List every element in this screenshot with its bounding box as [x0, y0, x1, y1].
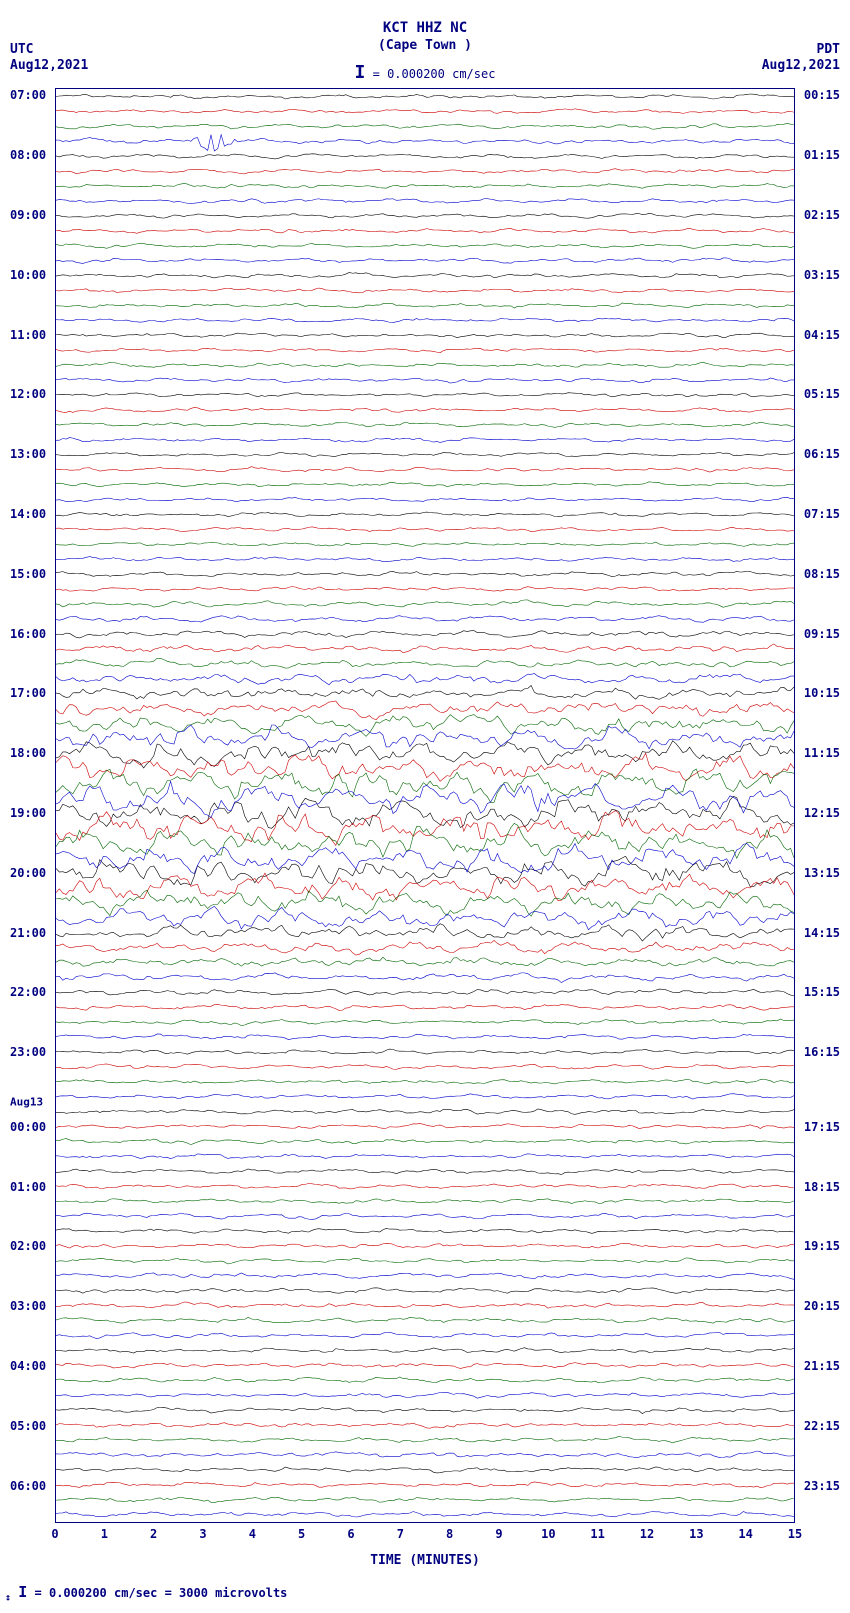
trace-line: [56, 109, 794, 1488]
left-timezone-label: UTC: [10, 42, 33, 57]
pdt-time-label: 16:15: [804, 1045, 840, 1059]
x-tick-label: 11: [590, 1527, 604, 1541]
right-date-label: Aug12,2021: [762, 58, 840, 73]
x-tick-label: 4: [249, 1527, 256, 1541]
utc-time-label: 17:00: [10, 686, 46, 700]
utc-time-label: 15:00: [10, 567, 46, 581]
pdt-time-label: 08:15: [804, 567, 840, 581]
seismogram-plot: [55, 88, 795, 1523]
x-tick-label: 2: [150, 1527, 157, 1541]
utc-time-label: 09:00: [10, 208, 46, 222]
utc-time-label: 14:00: [10, 507, 46, 521]
utc-time-label: 02:00: [10, 1239, 46, 1253]
pdt-time-label: 10:15: [804, 686, 840, 700]
utc-time-label: 18:00: [10, 746, 46, 760]
scale-value: = 0.000200 cm/sec: [373, 67, 496, 81]
pdt-time-label: 06:15: [804, 447, 840, 461]
utc-time-label: 12:00: [10, 387, 46, 401]
pdt-time-label: 17:15: [804, 1120, 840, 1134]
utc-time-label: 07:00: [10, 88, 46, 102]
x-tick-label: 15: [788, 1527, 802, 1541]
utc-time-label: 19:00: [10, 806, 46, 820]
scale-bar-icon: I: [355, 62, 366, 83]
pdt-time-label: 05:15: [804, 387, 840, 401]
x-tick-label: 3: [199, 1527, 206, 1541]
x-tick-label: 8: [446, 1527, 453, 1541]
x-tick-label: 6: [347, 1527, 354, 1541]
footer-scale-text: = 0.000200 cm/sec = 3000 microvolts: [35, 1586, 288, 1600]
x-axis: 0123456789101112131415: [55, 1523, 795, 1553]
utc-time-label: 10:00: [10, 268, 46, 282]
pdt-time-label: 11:15: [804, 746, 840, 760]
x-tick-label: 10: [541, 1527, 555, 1541]
x-tick-label: 0: [51, 1527, 58, 1541]
x-axis-title: TIME (MINUTES): [0, 1553, 850, 1568]
x-tick-label: 14: [738, 1527, 752, 1541]
seismogram-traces: [56, 89, 794, 1522]
x-tick-label: 7: [397, 1527, 404, 1541]
date-marker: Aug13: [10, 1095, 43, 1108]
x-tick-label: 1: [101, 1527, 108, 1541]
pdt-time-label: 23:15: [804, 1479, 840, 1493]
x-tick-label: 5: [298, 1527, 305, 1541]
utc-time-label: 06:00: [10, 1479, 46, 1493]
pdt-time-label: 18:15: [804, 1180, 840, 1194]
trace-line: [56, 123, 794, 1502]
station-location: (Cape Town ): [0, 38, 850, 53]
pdt-time-label: 03:15: [804, 268, 840, 282]
pdt-time-label: 21:15: [804, 1359, 840, 1373]
helicorder-container: KCT HHZ NC (Cape Town ) UTC Aug12,2021 P…: [0, 0, 850, 1613]
utc-time-label: 16:00: [10, 627, 46, 641]
x-tick-label: 13: [689, 1527, 703, 1541]
pdt-time-label: 02:15: [804, 208, 840, 222]
utc-time-label: 04:00: [10, 1359, 46, 1373]
pdt-time-label: 13:15: [804, 866, 840, 880]
trace-line: [56, 94, 794, 1473]
pdt-time-label: 20:15: [804, 1299, 840, 1313]
pdt-time-label: 12:15: [804, 806, 840, 820]
utc-time-label: 01:00: [10, 1180, 46, 1194]
scale-indicator: I = 0.000200 cm/sec: [355, 62, 496, 83]
pdt-time-label: 00:15: [804, 88, 840, 102]
utc-time-label: 05:00: [10, 1419, 46, 1433]
pdt-time-label: 22:15: [804, 1419, 840, 1433]
pdt-time-label: 19:15: [804, 1239, 840, 1253]
right-timezone-label: PDT: [817, 42, 840, 57]
pdt-time-label: 15:15: [804, 985, 840, 999]
pdt-time-label: 14:15: [804, 926, 840, 940]
x-tick-label: 12: [640, 1527, 654, 1541]
utc-time-label: 21:00: [10, 926, 46, 940]
left-date-label: Aug12,2021: [10, 58, 88, 73]
station-title: KCT HHZ NC: [0, 20, 850, 36]
utc-time-label: 03:00: [10, 1299, 46, 1313]
utc-time-label: 13:00: [10, 447, 46, 461]
utc-time-label: 00:00: [10, 1120, 46, 1134]
x-tick-label: 9: [495, 1527, 502, 1541]
utc-time-label: 23:00: [10, 1045, 46, 1059]
pdt-time-label: 09:15: [804, 627, 840, 641]
pdt-time-label: 07:15: [804, 507, 840, 521]
utc-time-label: 20:00: [10, 866, 46, 880]
utc-time-label: 22:00: [10, 985, 46, 999]
utc-time-label: 08:00: [10, 148, 46, 162]
pdt-time-label: 01:15: [804, 148, 840, 162]
pdt-time-label: 04:15: [804, 328, 840, 342]
trace-line: [56, 135, 794, 1517]
utc-time-label: 11:00: [10, 328, 46, 342]
footer-scale: ↕ I = 0.000200 cm/sec = 3000 microvolts: [5, 1583, 287, 1603]
